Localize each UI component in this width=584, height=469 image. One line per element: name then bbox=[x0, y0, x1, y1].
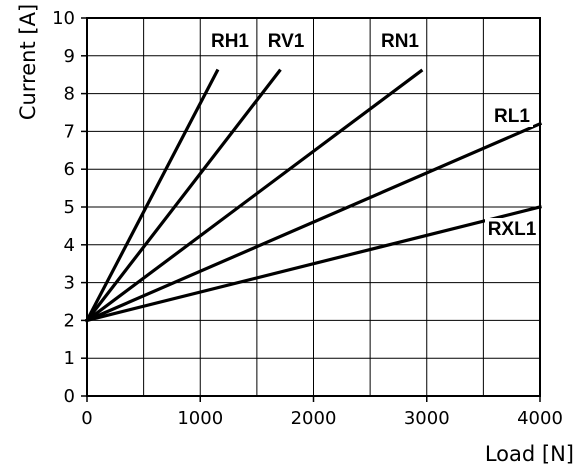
y-tick-label: 0 bbox=[64, 386, 75, 407]
x-tick-label: 4000 bbox=[517, 408, 563, 429]
x-axis-title: Load [N] bbox=[485, 442, 574, 466]
series-label-bg bbox=[491, 105, 533, 127]
x-tick-label: 0 bbox=[81, 408, 92, 429]
series-line-rl1 bbox=[84, 121, 543, 323]
series-label-bg bbox=[379, 30, 421, 52]
series-label-rn1: RN1 bbox=[381, 31, 419, 52]
series-line-rn1 bbox=[84, 68, 424, 323]
series-label-bg bbox=[209, 30, 251, 52]
series-line-rh1 bbox=[84, 68, 220, 323]
x-tick-label: 3000 bbox=[404, 408, 450, 429]
series-line-rv1 bbox=[84, 68, 282, 323]
grid bbox=[87, 18, 540, 396]
series-label-bg bbox=[265, 30, 307, 52]
y-tick-label: 5 bbox=[64, 197, 75, 218]
series-label-rh1: RH1 bbox=[211, 31, 249, 52]
series-label-rl1: RL1 bbox=[494, 106, 530, 127]
y-tick-label: 10 bbox=[52, 8, 75, 29]
x-tick-label: 2000 bbox=[291, 408, 337, 429]
y-tick-label: 8 bbox=[64, 84, 75, 105]
series-label-rv1: RV1 bbox=[268, 31, 305, 52]
series-label-bg bbox=[485, 218, 539, 240]
series-lines bbox=[84, 68, 543, 323]
series-labels: RH1 RV1 RN1 RL1 RXL1 bbox=[209, 30, 539, 240]
series-line-rxl1 bbox=[85, 205, 542, 323]
y-tick-label: 3 bbox=[64, 273, 75, 294]
y-tick-label: 9 bbox=[64, 46, 75, 67]
y-axis-title: Current [A] bbox=[16, 4, 40, 120]
x-tick-label: 1000 bbox=[177, 408, 223, 429]
y-tick-label: 2 bbox=[64, 310, 75, 331]
y-tick-label: 7 bbox=[64, 121, 75, 142]
y-tick-label: 4 bbox=[64, 235, 75, 256]
y-tick-label: 1 bbox=[64, 348, 75, 369]
series-label-rxl1: RXL1 bbox=[488, 219, 537, 240]
y-tick-label: 6 bbox=[64, 159, 75, 180]
tick-labels: 0 1 2 3 4 5 6 7 8 9 10 0 1000 2000 3000 4000 bbox=[52, 8, 563, 429]
